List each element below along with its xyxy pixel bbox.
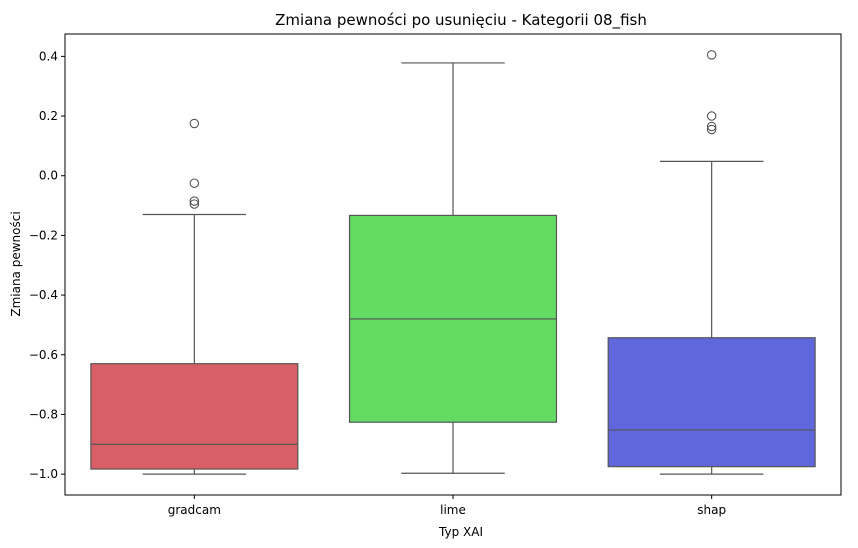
x-tick-label-lime: lime (440, 503, 466, 517)
box-gradcam (90, 363, 299, 470)
outlier-point-gradcam-2 (189, 196, 200, 206)
y-axis-title: Zmiana pewności (9, 211, 23, 316)
outlier-point-shap-1 (706, 111, 717, 121)
y-tick-label-0: −1.0 (29, 467, 58, 481)
outlier-point-shap-2 (706, 121, 717, 132)
x-axis: gradcam lime shap (168, 495, 726, 517)
outlier-point-shap-3 (706, 124, 717, 135)
y-tick-label-1: −0.8 (29, 407, 58, 421)
outlier-point-shap-0 (706, 50, 717, 60)
x-axis-title: Typ XAI (438, 525, 483, 539)
chart-title: Zmiana pewności po usunięciu - Kategorii… (275, 11, 647, 30)
y-axis: −1.0 −0.8 −0.6 −0.4 −0.2 0.0 0.2 0.4 (29, 49, 65, 481)
outlier-point-gradcam-0 (189, 118, 200, 129)
y-tick-label-4: −0.2 (29, 228, 58, 242)
box-group-lime (348, 62, 558, 474)
y-tick-label-5: 0.0 (39, 169, 58, 183)
y-tick-label-6: 0.2 (39, 109, 58, 123)
y-tick-label-3: −0.4 (29, 288, 58, 302)
outlier-point-gradcam-3 (189, 199, 200, 209)
y-tick-label-2: −0.6 (29, 348, 58, 362)
outlier-point-gradcam-1 (189, 178, 200, 188)
box-group-shap (607, 50, 816, 475)
plot-frame (64, 33, 842, 496)
y-tick-label-7: 0.4 (39, 49, 58, 63)
x-tick-label-gradcam: gradcam (168, 503, 221, 517)
box-shap (607, 337, 816, 468)
box-group-gradcam (90, 118, 299, 475)
plot-area (90, 50, 816, 475)
x-tick-label-shap: shap (697, 503, 726, 517)
